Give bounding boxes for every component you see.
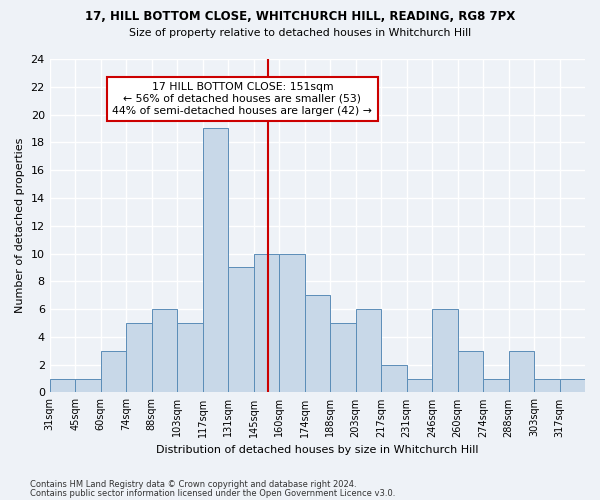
Bar <box>152 309 177 392</box>
Bar <box>534 378 560 392</box>
Text: Contains HM Land Registry data © Crown copyright and database right 2024.: Contains HM Land Registry data © Crown c… <box>30 480 356 489</box>
Bar <box>509 351 534 393</box>
Bar <box>560 378 585 392</box>
Bar <box>126 323 152 392</box>
Bar <box>407 378 432 392</box>
X-axis label: Distribution of detached houses by size in Whitchurch Hill: Distribution of detached houses by size … <box>156 445 479 455</box>
Bar <box>101 351 126 393</box>
Text: 17 HILL BOTTOM CLOSE: 151sqm
← 56% of detached houses are smaller (53)
44% of se: 17 HILL BOTTOM CLOSE: 151sqm ← 56% of de… <box>112 82 373 116</box>
Bar <box>228 268 254 392</box>
Text: Size of property relative to detached houses in Whitchurch Hill: Size of property relative to detached ho… <box>129 28 471 38</box>
Bar <box>432 309 458 392</box>
Bar <box>254 254 279 392</box>
Text: 17, HILL BOTTOM CLOSE, WHITCHURCH HILL, READING, RG8 7PX: 17, HILL BOTTOM CLOSE, WHITCHURCH HILL, … <box>85 10 515 23</box>
Bar <box>330 323 356 392</box>
Bar <box>177 323 203 392</box>
Bar <box>279 254 305 392</box>
Bar <box>381 364 407 392</box>
Bar <box>203 128 228 392</box>
Bar <box>356 309 381 392</box>
Bar <box>458 351 483 393</box>
Bar <box>305 295 330 392</box>
Bar <box>50 378 75 392</box>
Bar <box>75 378 101 392</box>
Y-axis label: Number of detached properties: Number of detached properties <box>15 138 25 314</box>
Bar <box>483 378 509 392</box>
Text: Contains public sector information licensed under the Open Government Licence v3: Contains public sector information licen… <box>30 489 395 498</box>
